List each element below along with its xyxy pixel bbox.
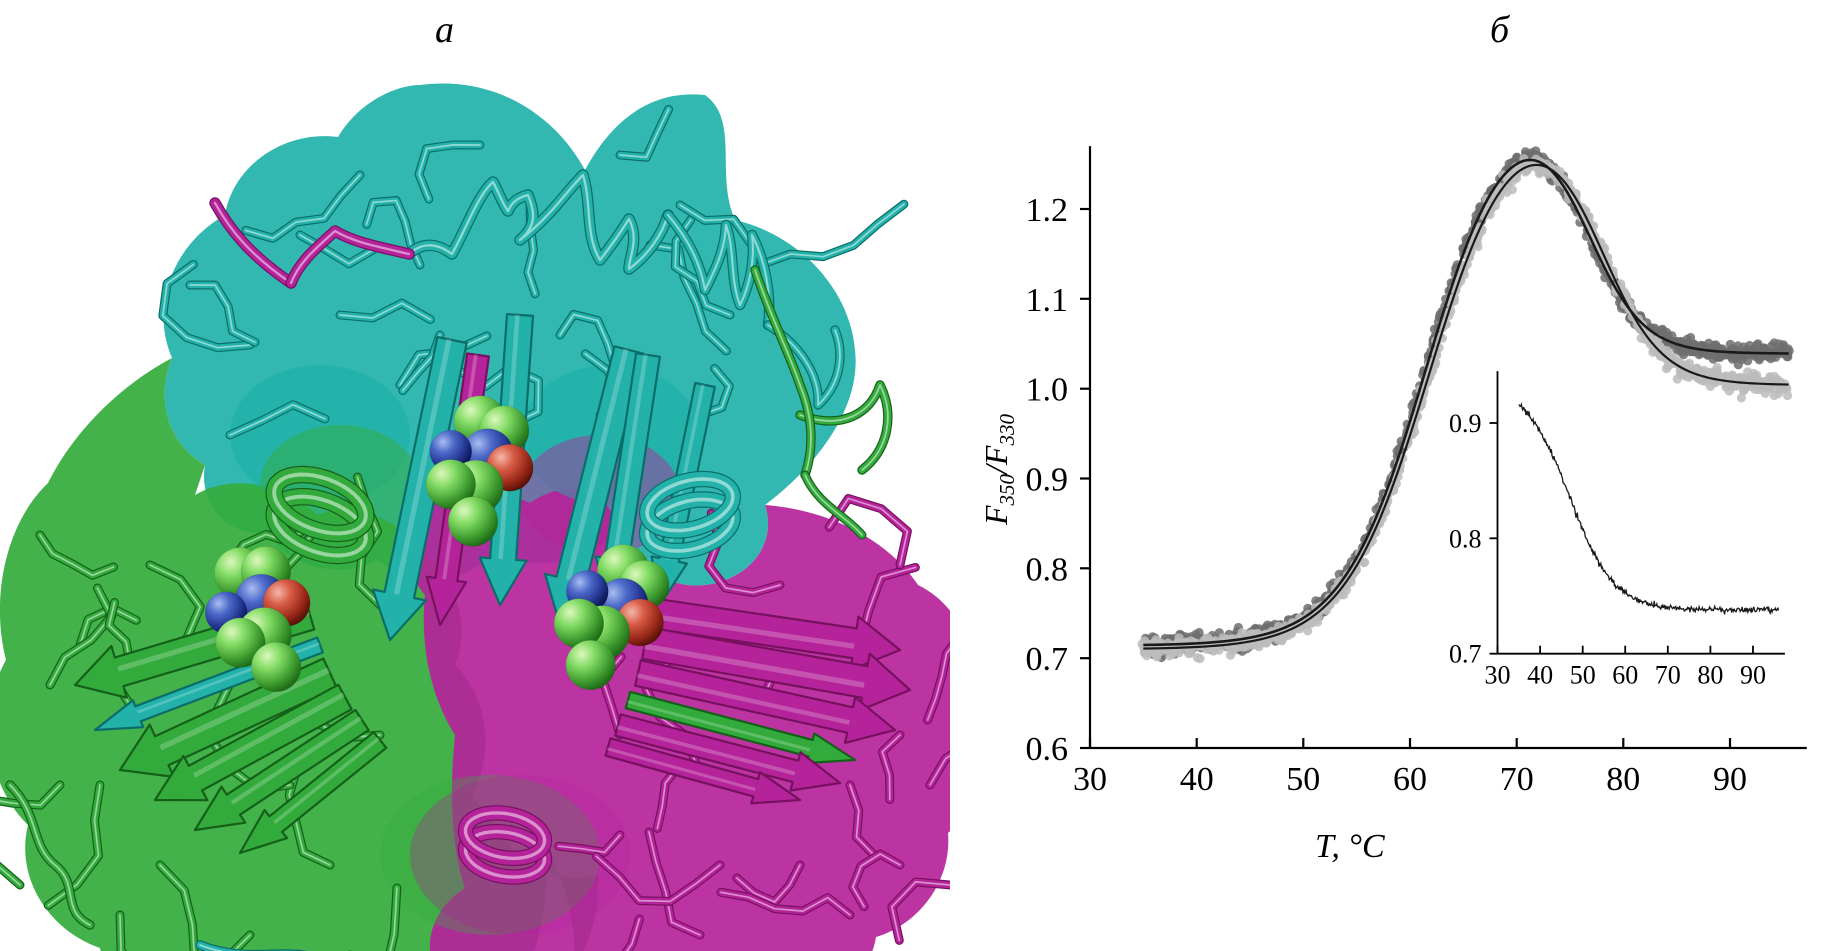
svg-text:80: 80 <box>1606 761 1640 798</box>
svg-text:1.0: 1.0 <box>1026 372 1069 409</box>
svg-text:0.9: 0.9 <box>1026 462 1069 499</box>
svg-text:0.7: 0.7 <box>1449 640 1482 669</box>
svg-text:90: 90 <box>1713 761 1747 798</box>
svg-text:0.8: 0.8 <box>1449 524 1482 553</box>
svg-text:50: 50 <box>1286 761 1320 798</box>
svg-text:1.1: 1.1 <box>1026 282 1069 319</box>
svg-text:60: 60 <box>1612 661 1638 690</box>
svg-text:0.7: 0.7 <box>1026 641 1069 678</box>
svg-text:80: 80 <box>1697 661 1723 690</box>
svg-text:1.2: 1.2 <box>1026 192 1069 229</box>
svg-text:30: 30 <box>1485 661 1511 690</box>
svg-text:30: 30 <box>1073 761 1107 798</box>
svg-text:70: 70 <box>1655 661 1681 690</box>
svg-text:0.8: 0.8 <box>1026 551 1069 588</box>
svg-text:70: 70 <box>1500 761 1534 798</box>
svg-text:60: 60 <box>1393 761 1427 798</box>
svg-text:0.9: 0.9 <box>1449 409 1482 438</box>
svg-text:0.6: 0.6 <box>1026 731 1069 768</box>
svg-text:50: 50 <box>1570 661 1596 690</box>
svg-text:40: 40 <box>1527 661 1553 690</box>
svg-text:40: 40 <box>1180 761 1214 798</box>
svg-text:90: 90 <box>1740 661 1766 690</box>
